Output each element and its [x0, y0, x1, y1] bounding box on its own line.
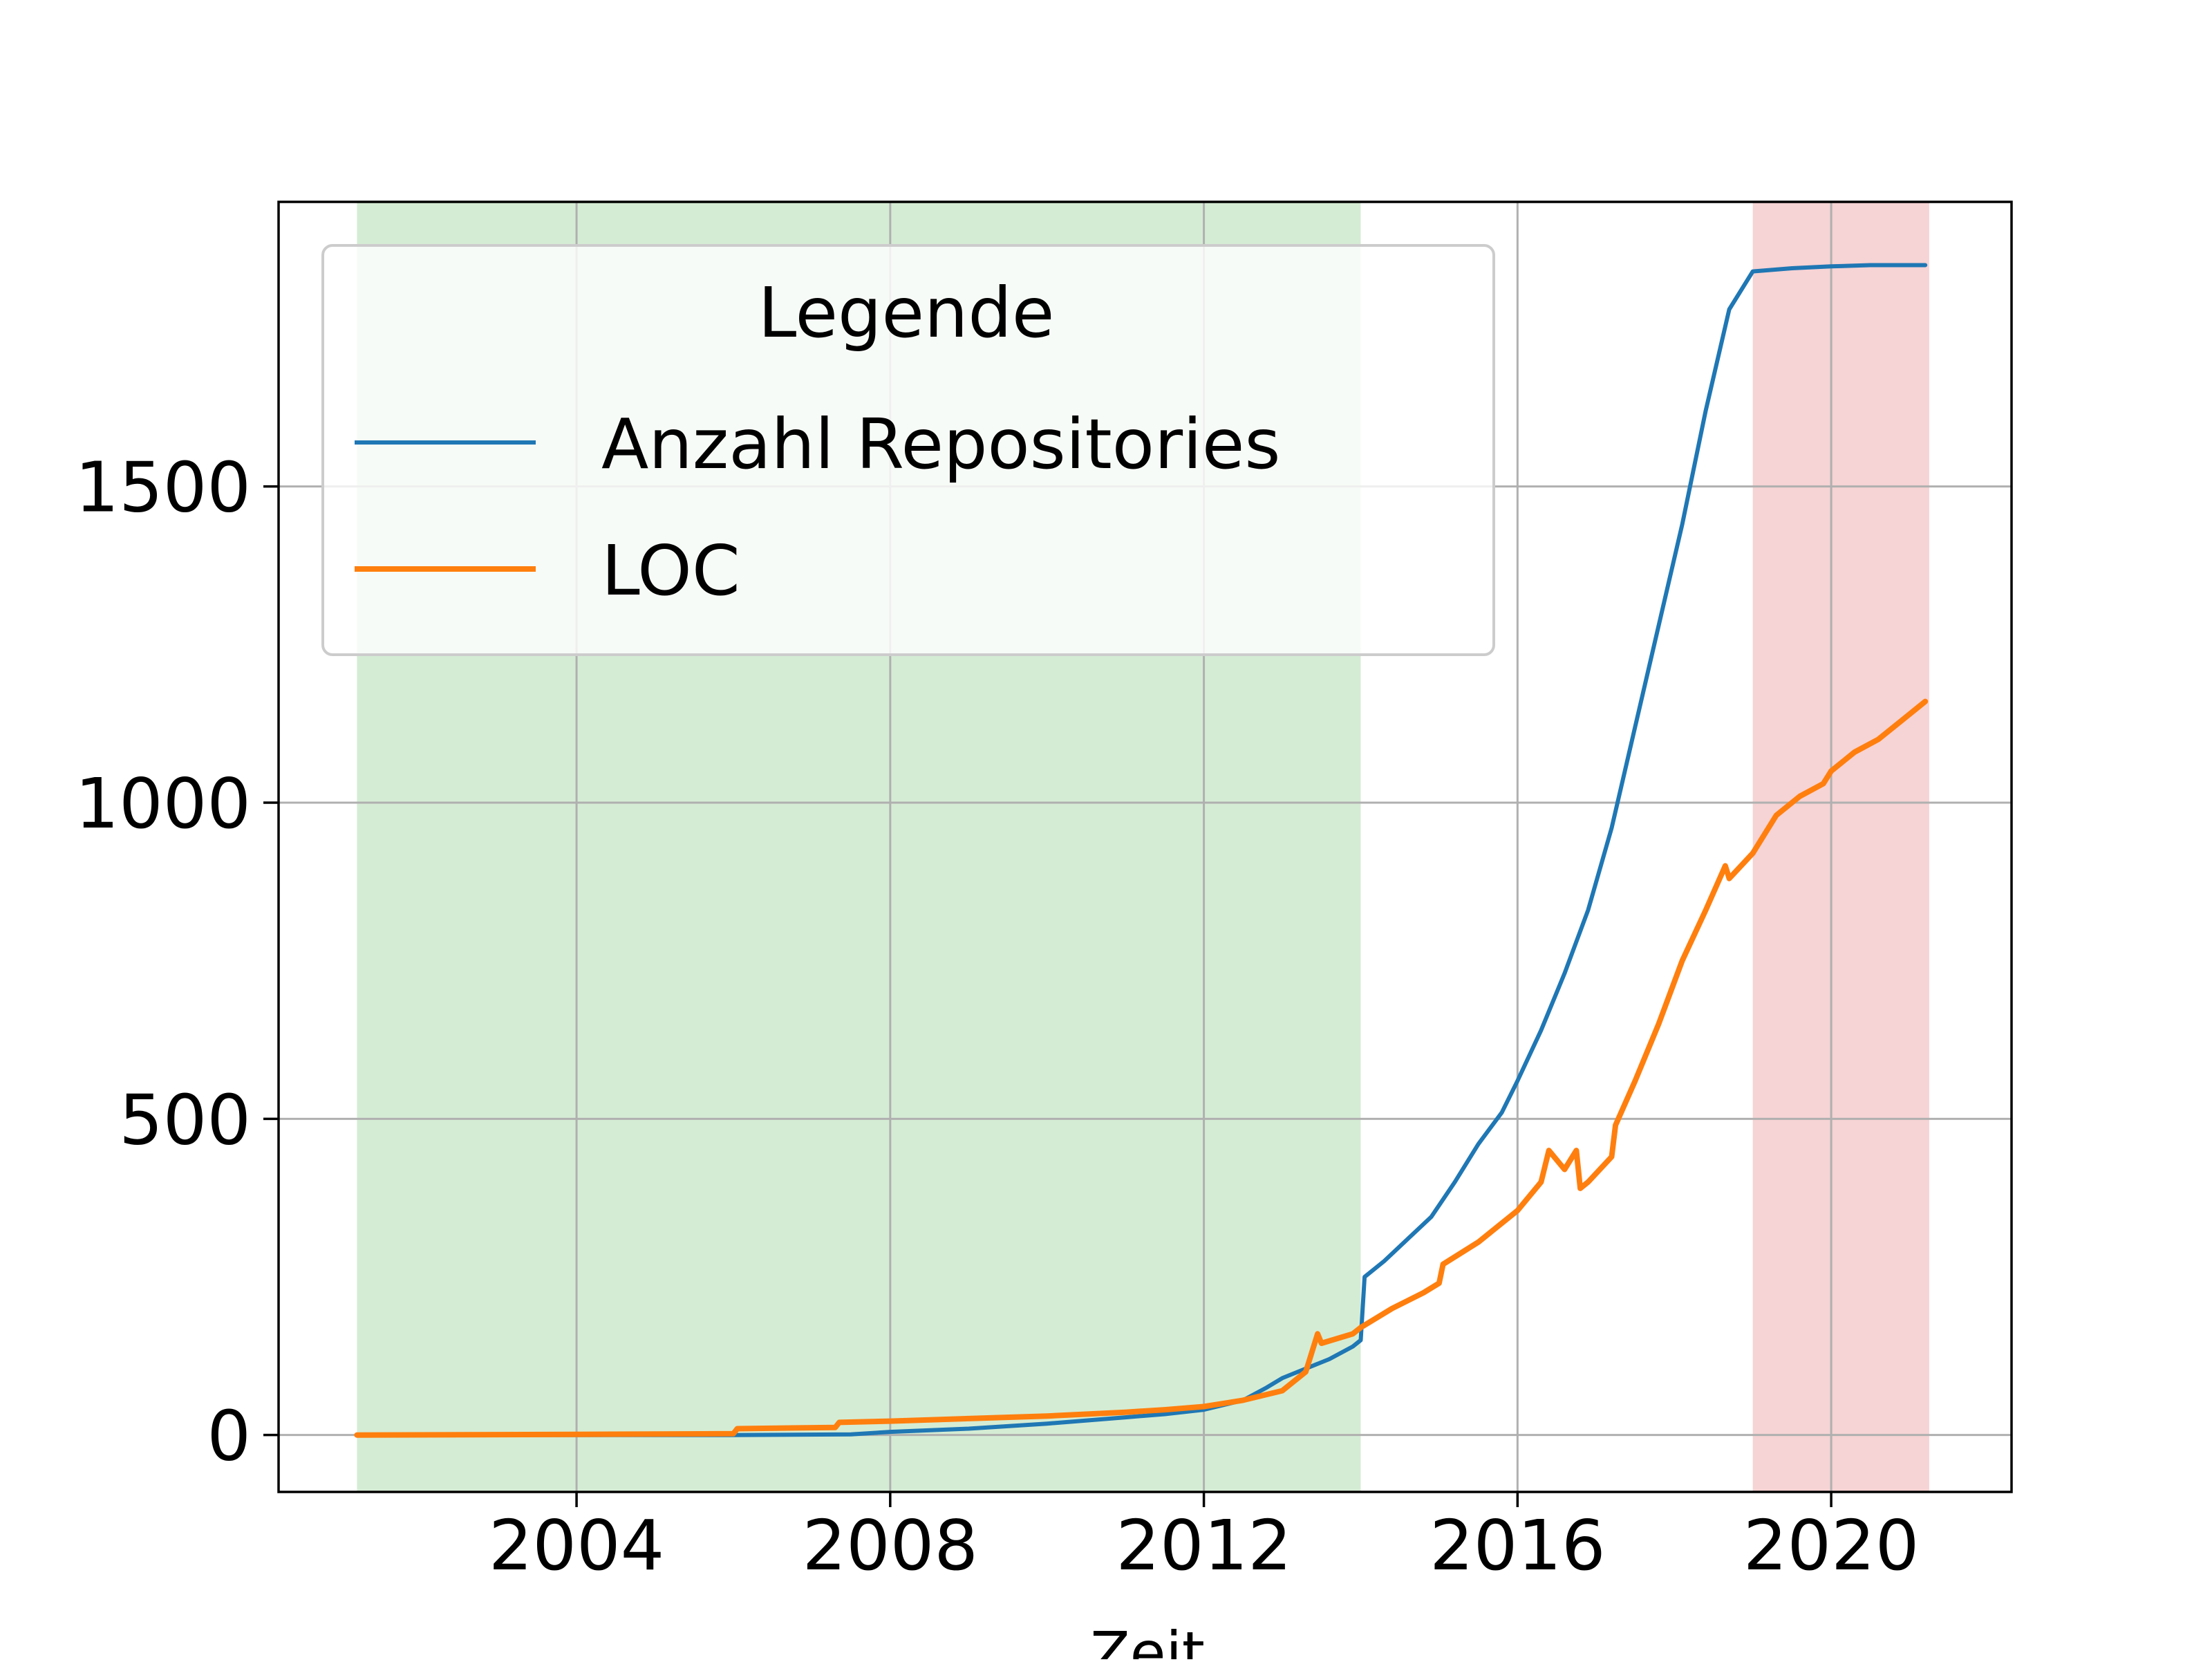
legend-label-2: LOC: [601, 530, 740, 611]
x-tick-label-2012: 2012: [1116, 1505, 1292, 1586]
axis-ticks: 2004 2008 2012 2016 2020 0 500 1000 1500: [75, 447, 1920, 1586]
x-tick-label-2020: 2020: [1743, 1505, 1920, 1586]
legend-box: [321, 244, 1495, 656]
y-tick-label-0: 0: [207, 1396, 251, 1477]
series-lines: [354, 263, 1929, 1438]
y-tick-label-500: 500: [119, 1079, 251, 1160]
x-tick-label-2004: 2004: [489, 1505, 665, 1586]
plot-frame: [277, 200, 2013, 1493]
legend-label-1: Anzahl Repositories: [601, 404, 1280, 485]
x-axis-label: Zeit: [1090, 1619, 1205, 1659]
shaded-region-2: [1752, 202, 1929, 1492]
y-tick-label-1500: 1500: [75, 447, 252, 528]
series-line-1: [355, 263, 1928, 1437]
legend: Legende Anzahl Repositories LOC: [321, 244, 1495, 656]
x-tick-label-2016: 2016: [1430, 1505, 1606, 1586]
x-tick-label-2008: 2008: [803, 1505, 979, 1586]
legend-title: Legende: [758, 272, 1055, 353]
series-line-2: [354, 698, 1929, 1438]
y-tick-label-1000: 1000: [75, 763, 252, 844]
